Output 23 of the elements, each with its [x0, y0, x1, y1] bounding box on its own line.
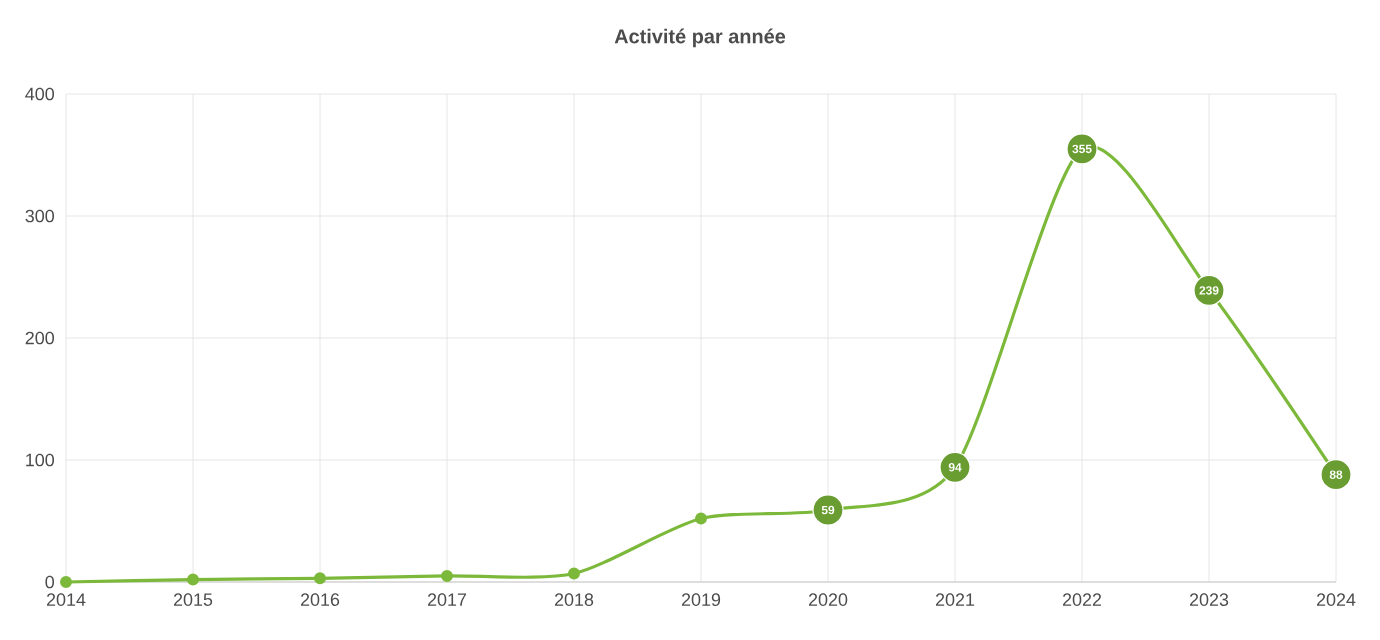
- x-tick-label: 2014: [46, 593, 86, 606]
- x-tick-label: 2023: [1189, 593, 1229, 606]
- point: [441, 569, 453, 582]
- x-tick-label: 2017: [427, 593, 467, 606]
- y-tick-label: 0: [45, 575, 55, 589]
- point: [60, 576, 72, 588]
- y-tick-label: 400: [25, 87, 55, 101]
- point: [314, 572, 326, 585]
- y-tick-label: 300: [25, 209, 55, 223]
- x-tick-label: 2022: [1062, 593, 1102, 606]
- x-tick-label: 2016: [300, 593, 340, 606]
- x-tick-label: 2018: [554, 593, 594, 606]
- y-tick-label: 100: [26, 453, 55, 467]
- y-tick-label: 200: [25, 331, 55, 345]
- x-tick-label: 2024: [1316, 593, 1356, 606]
- point: [695, 512, 707, 525]
- chart-title: Activité par année: [614, 28, 786, 48]
- point: [187, 573, 199, 586]
- x-tick-label: 2020: [808, 593, 848, 606]
- x-tick-label: 2021: [935, 593, 975, 606]
- x-tick-label: 2015: [173, 593, 213, 606]
- point: [568, 567, 580, 580]
- x-tick-label: 2019: [681, 593, 721, 606]
